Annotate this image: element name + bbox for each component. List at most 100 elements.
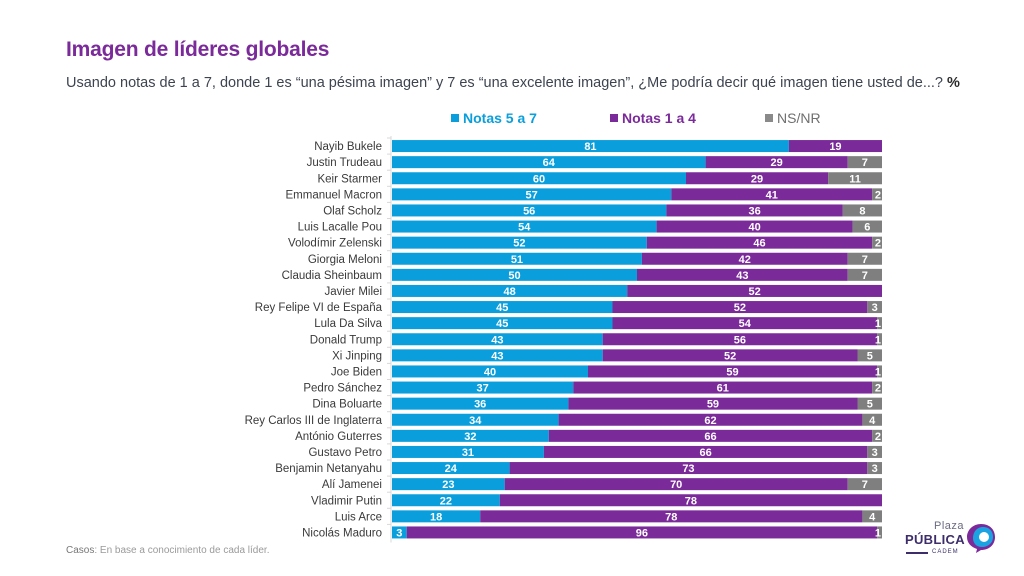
bar-row: Gustavo Petro 31 66 3 (308, 443, 882, 459)
category-label: Nicolás Maduro (302, 527, 382, 539)
data-label: 43 (491, 334, 503, 346)
bar-segment-notas-5-7 (392, 381, 574, 394)
data-label: 73 (682, 463, 694, 475)
bar-segment-nsnr (857, 397, 882, 410)
data-label: 7 (862, 157, 868, 169)
data-label: 52 (724, 350, 736, 362)
bar-segment-nsnr (862, 413, 882, 426)
data-label: 51 (511, 254, 523, 266)
bar-segment-notas-5-7 (392, 204, 667, 217)
data-label: 7 (862, 479, 868, 491)
bar-segment-notas-1-4 (504, 478, 848, 491)
data-label: 31 (462, 447, 474, 459)
bar-segment-nsnr (857, 349, 882, 362)
bar-row: António Guterres 32 66 2 (295, 427, 882, 443)
bar-segment-notas-5-7 (392, 510, 481, 523)
category-label: Giorgia Meloni (308, 254, 382, 266)
bar-row: Rey Felipe VI de España 45 52 3 (255, 298, 882, 314)
data-label: 56 (523, 205, 535, 217)
bar-segment-nsnr (847, 478, 882, 491)
bar-segment-nsnr (877, 526, 882, 539)
bar-segment-notas-1-4 (612, 301, 868, 314)
legend-label: Notas 5 a 7 (463, 110, 537, 126)
data-label: 32 (464, 431, 476, 443)
bar-segment-nsnr (847, 156, 882, 169)
bar-segment-nsnr (847, 268, 882, 281)
data-label: 46 (753, 238, 765, 250)
legend-swatch (610, 114, 618, 122)
data-label: 37 (477, 383, 489, 395)
logo-line2: PÚBLICA (905, 532, 965, 547)
bar-segment-notas-5-7 (392, 445, 544, 458)
data-label: 2 (875, 238, 881, 250)
bar-segment-notas-5-7 (392, 140, 789, 153)
data-label: 45 (496, 318, 508, 330)
bar-segment-nsnr (828, 172, 882, 185)
bar-segment-nsnr (877, 333, 882, 346)
data-label: 52 (513, 238, 525, 250)
data-label: 5 (867, 399, 873, 411)
bar-segment-notas-5-7 (392, 397, 569, 410)
category-label: Benjamin Netanyahu (275, 463, 382, 475)
data-label: 54 (739, 318, 752, 330)
bar-row: Vladimir Putin 22 78 (311, 491, 882, 507)
bar-segment-notas-5-7 (392, 413, 559, 426)
bar-segment-notas-1-4 (548, 429, 873, 442)
logo-line3: CADEM (932, 549, 959, 555)
bar-segment-notas-1-4 (568, 397, 858, 410)
data-label: 2 (875, 189, 881, 201)
category-label: Pedro Sánchez (303, 383, 382, 395)
footer-key: Casos (66, 545, 95, 556)
bar-segment-notas-5-7 (392, 478, 505, 491)
legend-item-notas-5-7: Notas 5 a 7 (451, 110, 537, 126)
bar-row: Luis Arce 18 78 4 (335, 507, 882, 523)
bar-segment-nsnr (847, 252, 882, 265)
data-label: 43 (736, 270, 748, 282)
data-label: 62 (704, 415, 716, 427)
bar-segment-notas-5-7 (392, 252, 642, 265)
data-label: 52 (748, 286, 760, 298)
data-label: 4 (869, 415, 876, 427)
bar-row: Rey Carlos III de Inglaterra 34 62 4 (245, 411, 882, 427)
bar-row: Benjamin Netanyahu 24 73 3 (275, 459, 882, 475)
bar-segment-notas-5-7 (392, 220, 657, 233)
bar-row: Lula Da Silva 45 54 1 (314, 314, 882, 330)
bar-segment-notas-1-4 (641, 252, 848, 265)
data-label: 3 (872, 463, 878, 475)
bar-segment-notas-1-4 (509, 462, 868, 475)
bar-row: Xi Jinping 43 52 5 (332, 346, 882, 362)
data-label: 8 (859, 205, 865, 217)
data-label: 1 (875, 318, 881, 330)
data-label: 61 (717, 383, 729, 395)
data-label: 29 (771, 157, 783, 169)
bar-segment-nsnr (852, 220, 882, 233)
bar-row: Keir Starmer 60 29 11 (317, 169, 882, 185)
data-label: 24 (445, 463, 458, 475)
bar-row: Pedro Sánchez 37 61 2 (303, 379, 882, 395)
chart-subtitle: Usando notas de 1 a 7, donde 1 es “una p… (66, 74, 966, 92)
bar-segment-nsnr (867, 301, 882, 314)
data-label: 23 (442, 479, 454, 491)
category-label: Keir Starmer (317, 173, 382, 185)
bar-segment-notas-1-4 (543, 445, 868, 458)
data-label: 29 (751, 173, 763, 185)
category-label: Claudia Sheinbaum (282, 270, 382, 282)
data-label: 3 (396, 527, 402, 539)
category-label: Dina Boluarte (312, 399, 382, 411)
data-label: 2 (875, 383, 881, 395)
bar-segment-notas-1-4 (499, 494, 882, 507)
bar-segment-notas-1-4 (627, 284, 882, 297)
data-label: 59 (707, 399, 719, 411)
bar-segment-nsnr (877, 317, 882, 330)
bar-segment-notas-5-7 (392, 301, 613, 314)
bar-segment-nsnr (872, 381, 882, 394)
bar-row: Luis Lacalle Pou 54 40 6 (298, 218, 882, 234)
data-label: 7 (862, 270, 868, 282)
bar-segment-notas-1-4 (612, 317, 878, 330)
category-label: Alí Jamenei (322, 479, 382, 491)
bar-row: Dina Boluarte 36 59 5 (312, 395, 882, 411)
bar-segment-notas-5-7 (392, 172, 686, 185)
bar-segment-notas-5-7 (392, 462, 510, 475)
category-label: Rey Carlos III de Inglaterra (245, 415, 383, 427)
